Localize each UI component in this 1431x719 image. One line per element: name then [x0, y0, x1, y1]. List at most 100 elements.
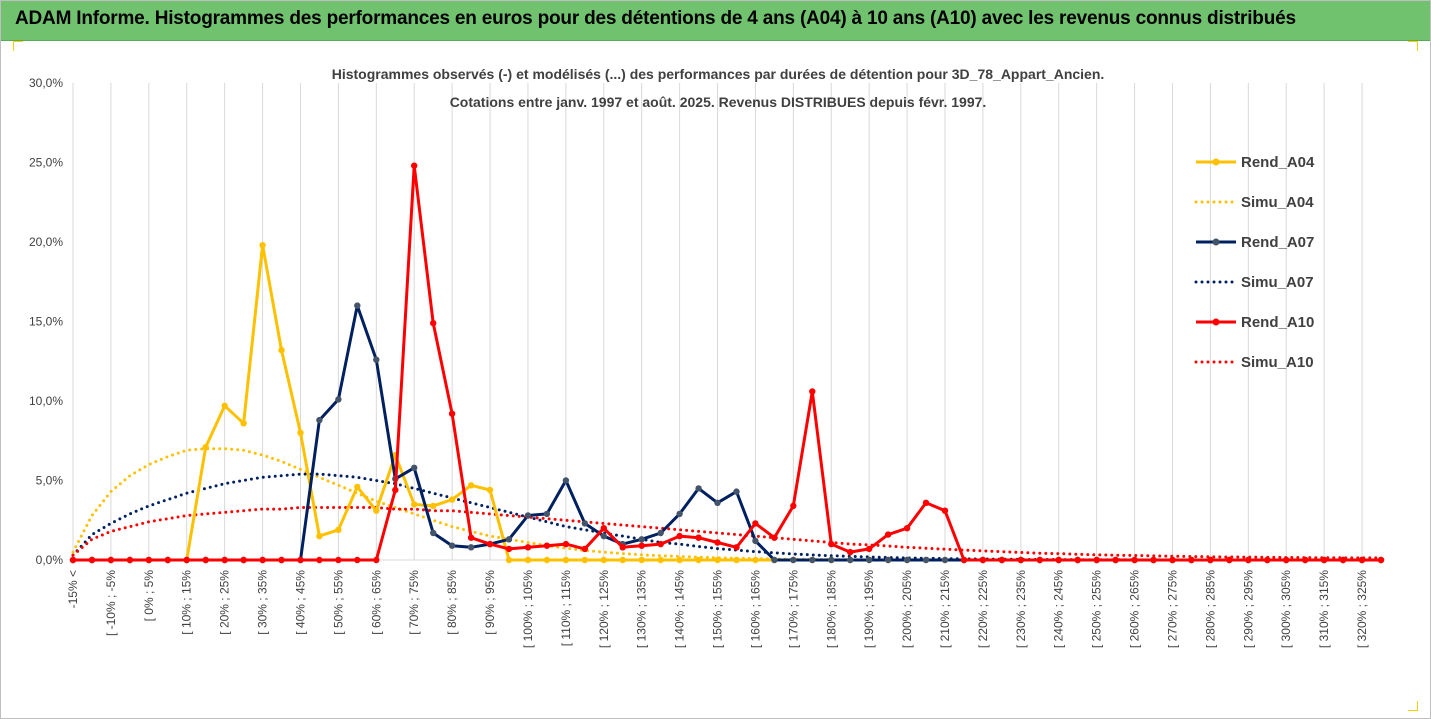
data-point-Rend_A10 — [619, 544, 626, 551]
data-point-Rend_A10 — [1131, 556, 1138, 564]
data-point-Rend_A10 — [1188, 556, 1195, 564]
legend-label: Rend_A07 — [1241, 234, 1314, 251]
data-point-Rend_A10 — [448, 410, 456, 417]
data-point-Rend_A10 — [657, 540, 664, 548]
x-tick-label: [ 140% ; 145% — [673, 570, 687, 648]
chart-subtitle-line-1: Histogrammes observés (-) et modélisés (… — [332, 66, 1105, 82]
data-point-Rend_A10 — [1017, 556, 1024, 564]
data-point-Rend_A10 — [335, 556, 342, 564]
data-point-Rend_A07 — [657, 529, 664, 537]
data-point-Rend_A04 — [278, 346, 285, 354]
data-point-Rend_A10 — [297, 556, 304, 564]
data-point-Rend_A07 — [524, 512, 532, 519]
data-point-Rend_A04 — [354, 483, 361, 491]
page-title: ADAM Informe. Histogrammes des performan… — [15, 8, 1296, 29]
data-point-Rend_A10 — [145, 556, 152, 564]
x-tick-label: [ 150% ; 155% — [711, 570, 725, 648]
data-point-Rend_A10 — [1339, 556, 1347, 564]
data-point-Rend_A07 — [335, 396, 342, 403]
legend-item-Simu_A04: Simu_A04 — [1194, 194, 1314, 211]
y-tick-label: 20,0% — [29, 235, 63, 249]
legend-label: Simu_A04 — [1241, 194, 1314, 211]
x-tick-label: [ 0% ; 5% — [142, 570, 156, 622]
data-point-Rend_A04 — [467, 482, 475, 489]
data-point-Rend_A04 — [335, 526, 342, 533]
series-line-Simu_A07 — [71, 472, 1383, 562]
x-tick-label: [ 210% ; 215% — [938, 570, 952, 648]
data-point-Rend_A04 — [524, 556, 532, 564]
data-point-Rend_A10 — [467, 534, 475, 541]
x-tick-label: [ 40% ; 45% — [293, 570, 307, 635]
x-tick-label: [ 100% ; 105% — [521, 570, 535, 648]
data-point-Rend_A07 — [828, 556, 835, 564]
data-point-Rend_A10 — [1358, 556, 1366, 564]
x-tick-label: [ 300% ; 305% — [1279, 570, 1293, 648]
data-point-Rend_A10 — [126, 556, 134, 564]
x-tick-label: [ 20% ; 25% — [218, 570, 232, 635]
data-point-Rend_A04 — [695, 556, 702, 564]
data-point-Rend_A04 — [259, 242, 266, 249]
data-point-Rend_A07 — [354, 302, 361, 309]
y-axis-ticks: 0,0% 5,0% 10,0% 15,0% 20,0% 25,0% 30,0% — [29, 76, 63, 567]
data-point-Rend_A10 — [1074, 556, 1081, 564]
data-point-Rend_A04 — [752, 556, 759, 564]
x-tick-label: [ 240% ; 245% — [1052, 570, 1066, 648]
data-point-Rend_A10 — [543, 542, 551, 549]
data-point-Rend_A04 — [202, 443, 209, 451]
data-point-Rend_A10 — [221, 556, 228, 564]
series-lines — [69, 162, 1385, 564]
data-point-Rend_A07 — [884, 556, 892, 564]
chart-area: Histogrammes observés (-) et modélisés (… — [29, 66, 1385, 648]
x-tick-label: [ 80% ; 85% — [445, 570, 459, 635]
x-tick-label: [ 310% ; 315% — [1317, 570, 1331, 648]
data-point-Rend_A10 — [1283, 556, 1290, 564]
x-tick-label: [ 200% ; 205% — [900, 570, 914, 648]
data-point-Rend_A07 — [790, 556, 797, 564]
x-tick-label: -15% < — [66, 570, 80, 608]
data-point-Rend_A10 — [790, 502, 797, 510]
x-axis-ticks: -15% < [ -10% ; -5% [ 0% ; 5% [ 10% ; 15% [ … — [66, 570, 1369, 648]
data-point-Rend_A10 — [392, 486, 399, 494]
data-point-Rend_A07 — [562, 477, 570, 484]
data-point-Rend_A04 — [297, 429, 304, 436]
data-point-Rend_A07 — [714, 499, 721, 506]
data-point-Rend_A10 — [847, 548, 854, 556]
y-tick-label: 10,0% — [29, 394, 63, 408]
y-tick-label: 30,0% — [29, 76, 63, 90]
x-tick-label: [ 250% ; 255% — [1090, 570, 1104, 648]
data-point-Rend_A04 — [733, 556, 740, 564]
x-tick-label: [ 320% ; 325% — [1355, 570, 1369, 648]
x-tick-label: [ 10% ; 15% — [180, 570, 194, 635]
data-point-Rend_A04 — [448, 496, 456, 503]
legend: Rend_A04 Simu_A04 Rend_A07 Simu_A07 Rend_A10… — [1194, 154, 1315, 371]
data-point-Rend_A10 — [884, 531, 892, 538]
data-point-Rend_A07 — [316, 416, 323, 424]
data-point-Rend_A10 — [1377, 556, 1385, 564]
data-point-Rend_A10 — [69, 556, 77, 564]
data-point-Rend_A04 — [562, 556, 570, 564]
data-point-Rend_A07 — [922, 556, 930, 564]
data-point-Rend_A07 — [771, 556, 778, 564]
data-point-Rend_A10 — [733, 544, 740, 551]
legend-item-Simu_A10: Simu_A10 — [1194, 354, 1314, 371]
data-point-Rend_A07 — [695, 485, 702, 492]
legend-item-Rend_A07: Rend_A07 — [1196, 234, 1314, 251]
data-point-Rend_A10 — [922, 499, 930, 506]
data-point-Rend_A10 — [316, 556, 323, 564]
series-Simu_A10 — [71, 506, 1383, 560]
data-point-Rend_A10 — [505, 545, 513, 553]
data-point-Rend_A10 — [695, 534, 702, 541]
data-point-Rend_A10 — [562, 540, 570, 548]
data-point-Rend_A10 — [941, 507, 949, 514]
x-tick-label: [ 260% ; 265% — [1128, 570, 1142, 648]
data-point-Rend_A04 — [600, 556, 607, 564]
data-point-Rend_A10 — [903, 525, 911, 532]
data-point-Rend_A04 — [411, 501, 418, 508]
data-point-Rend_A10 — [373, 556, 380, 564]
x-tick-label: [ 90% ; 95% — [483, 570, 497, 635]
series-line-Rend_A07 — [73, 304, 1381, 562]
series-line-Simu_A04 — [71, 447, 1383, 562]
data-point-Rend_A04 — [430, 502, 437, 510]
data-point-Rend_A10 — [259, 556, 266, 564]
legend-item-Simu_A07: Simu_A07 — [1194, 274, 1314, 291]
